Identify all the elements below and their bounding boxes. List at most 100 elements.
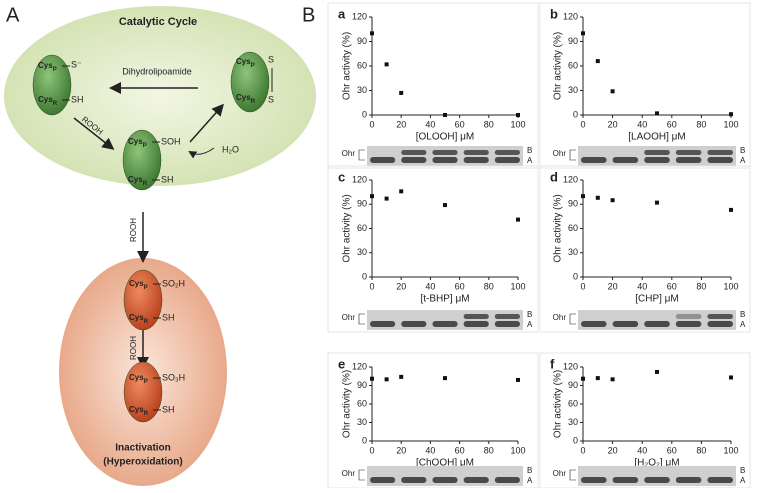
residue: CysR <box>236 93 256 104</box>
gel-bracket <box>358 469 365 481</box>
gel-lower: A <box>740 320 746 329</box>
x-tick-label: 0 <box>369 281 374 291</box>
protein <box>32 54 72 116</box>
group-label: SH <box>162 404 175 414</box>
data-point <box>655 200 659 205</box>
gel-band <box>432 157 458 163</box>
x-tick-label: 60 <box>667 281 677 291</box>
residue-subscript: P <box>144 379 148 385</box>
residue-subscript: R <box>144 319 149 325</box>
y-tick-label: 90 <box>568 380 578 390</box>
gel-band <box>581 321 607 327</box>
x-tick-label: 60 <box>455 445 465 455</box>
x-tick-label: 80 <box>696 119 706 129</box>
y-axis-label: Ohr activity (%) <box>342 32 353 100</box>
gel-band <box>707 150 733 155</box>
y-tick-label: 120 <box>563 174 578 184</box>
data-point <box>581 194 585 199</box>
data-point <box>655 111 659 116</box>
panel-frame <box>539 2 751 169</box>
x-tick-label: 80 <box>484 119 494 129</box>
gel-band <box>644 150 670 155</box>
data-point <box>581 31 585 36</box>
y-tick-label: 30 <box>357 247 367 257</box>
data-point <box>399 189 404 194</box>
panel-letter: f <box>550 356 555 371</box>
gel-band <box>644 321 670 327</box>
gel-band <box>612 477 639 483</box>
x-tick-label: 80 <box>696 445 706 455</box>
x-tick-label: 100 <box>723 445 738 455</box>
data-point <box>399 90 404 95</box>
gel-band <box>463 477 489 483</box>
residue-name: Cys <box>129 279 144 288</box>
data-point <box>516 113 520 117</box>
y-tick-label: 0 <box>362 271 367 281</box>
data-point <box>399 374 404 379</box>
gel-upper: B <box>740 466 745 475</box>
data-point <box>595 59 600 64</box>
gel-bracket <box>569 469 576 481</box>
group-label: SOH <box>161 136 181 146</box>
gel-band <box>581 477 607 483</box>
gel-band <box>494 477 520 483</box>
data-point <box>610 198 615 203</box>
oxidant: ROOH <box>129 336 138 360</box>
x-tick-label: 20 <box>396 281 406 291</box>
residue: CysR <box>129 313 149 324</box>
protein <box>123 361 163 423</box>
residue-subscript: P <box>144 285 148 291</box>
y-tick-label: 120 <box>352 11 367 21</box>
group-label: SH <box>71 94 84 104</box>
residue: CysR <box>128 175 148 186</box>
data-point <box>384 377 389 382</box>
final-title: Inactivation <box>115 443 171 454</box>
x-tick-label: 20 <box>396 119 406 129</box>
residue: CysP <box>129 373 148 384</box>
x-tick-label: 0 <box>369 445 374 455</box>
gel-band <box>675 321 702 327</box>
residue-name: Cys <box>129 405 144 414</box>
y-tick-label: 120 <box>352 361 367 371</box>
x-tick-label: 100 <box>510 445 525 455</box>
data-point <box>729 375 733 380</box>
group-label: SO₃H <box>162 372 185 382</box>
panel-letter: a <box>338 6 346 21</box>
x-tick-label: 0 <box>580 119 585 129</box>
group-label: S <box>268 54 274 64</box>
panel-frame <box>327 2 539 169</box>
residue-name: Cys <box>38 61 53 70</box>
group-label: S⁻ <box>71 59 82 69</box>
gel-band <box>707 321 733 327</box>
y-axis-label: Ohr activity (%) <box>553 370 564 438</box>
gel-band <box>707 477 733 483</box>
data-point <box>729 112 733 117</box>
x-tick-label: 20 <box>608 119 618 129</box>
gel-band <box>581 157 607 163</box>
reductant: Dihydrolipoamide <box>122 66 192 76</box>
gel-lower: A <box>527 320 533 329</box>
gel-band <box>463 157 489 163</box>
gel-lower: A <box>527 476 533 485</box>
y-axis-label: Ohr activity (%) <box>342 194 353 262</box>
data-point <box>516 217 520 222</box>
x-tick-label: 40 <box>425 445 435 455</box>
y-tick-label: 0 <box>573 109 578 119</box>
data-point <box>370 376 374 381</box>
residue-name: Cys <box>128 137 143 146</box>
gel-band <box>675 150 702 155</box>
gel-protein: Ohr <box>342 313 356 322</box>
gel-band <box>370 477 396 483</box>
gel-protein: Ohr <box>342 149 356 158</box>
gel-bracket <box>358 313 365 325</box>
y-tick-label: 90 <box>357 199 367 209</box>
data-point <box>581 376 585 381</box>
gel-band <box>494 157 520 163</box>
x-tick-label: 0 <box>580 281 585 291</box>
x-axis-label: [LAOOH] μM <box>628 132 685 143</box>
x-tick-label: 40 <box>425 119 435 129</box>
x-tick-label: 60 <box>667 119 677 129</box>
final-subtitle: (Hyperoxidation) <box>103 457 182 468</box>
gel-band <box>463 321 489 327</box>
x-tick-label: 0 <box>369 119 374 129</box>
